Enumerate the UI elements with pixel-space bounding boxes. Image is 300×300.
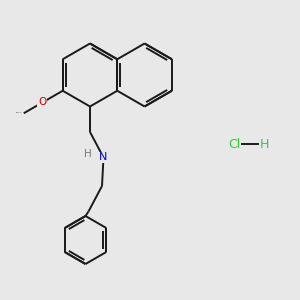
Text: N: N	[99, 152, 108, 163]
Text: H: H	[259, 137, 269, 151]
Text: Cl: Cl	[228, 137, 240, 151]
Text: methoxy: methoxy	[16, 112, 22, 113]
Text: H: H	[84, 149, 92, 159]
Text: O: O	[38, 98, 46, 107]
